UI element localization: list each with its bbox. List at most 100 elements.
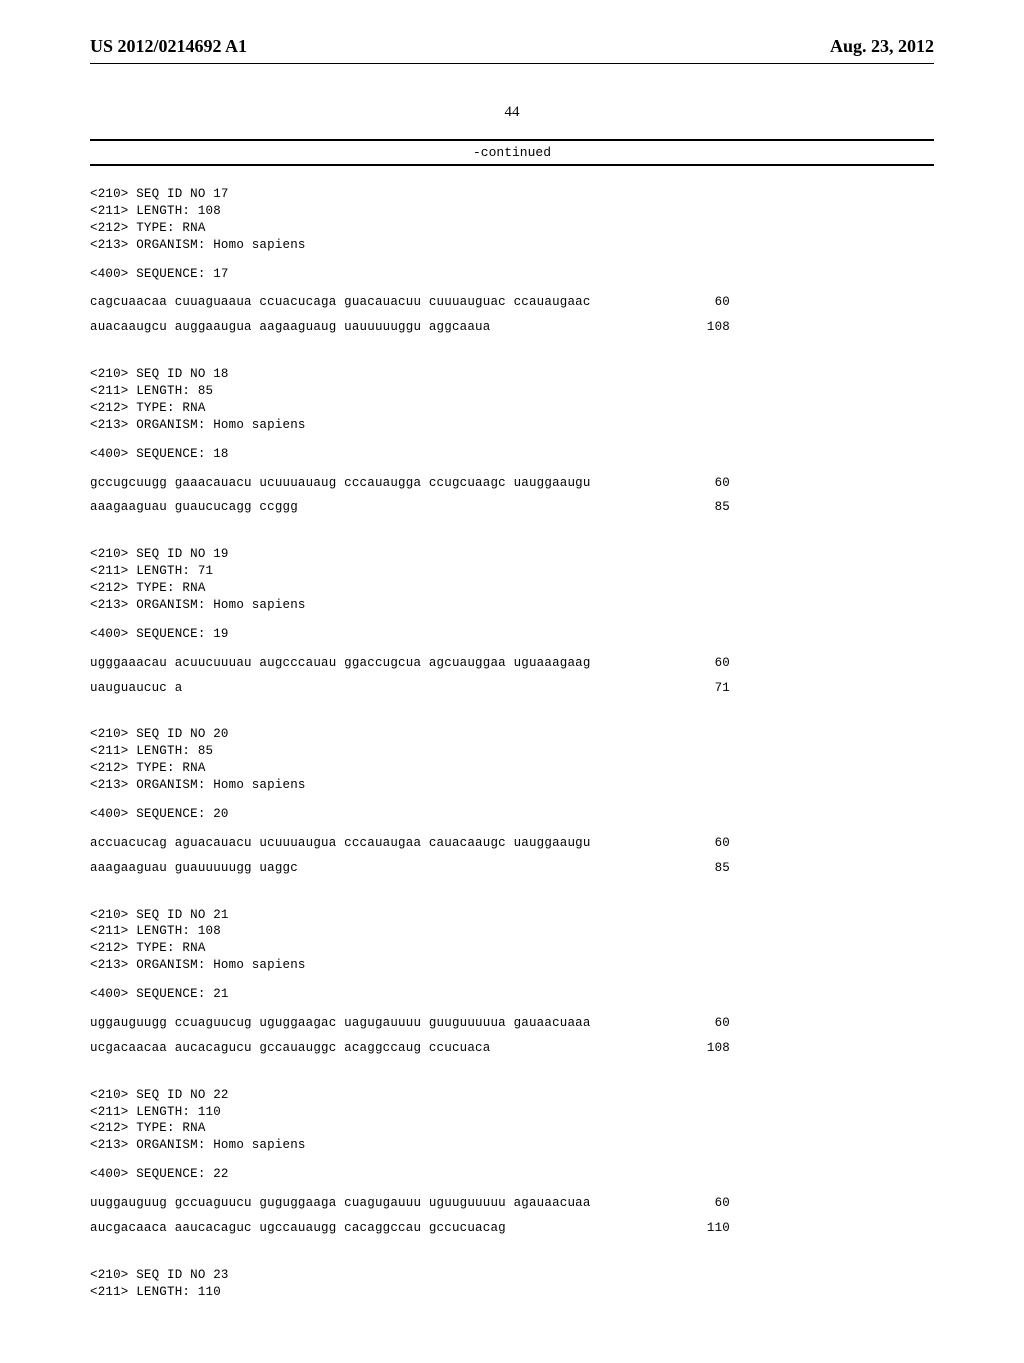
sequence-line: aaagaaguau guauuuuugg uaggc85: [90, 860, 730, 877]
sequence-meta: <210> SEQ ID NO 18<211> LENGTH: 85<212> …: [90, 366, 934, 434]
meta-line: <210> SEQ ID NO 19: [90, 546, 934, 563]
sequence-text: uuggauguug gccuaguucu guguggaaga cuaguga…: [90, 1195, 591, 1212]
header-rule: [90, 63, 934, 64]
sequence-line: cagcuaacaa cuuaguaaua ccuacucaga guacaua…: [90, 294, 730, 311]
meta-line: <211> LENGTH: 108: [90, 923, 934, 940]
line-gap: [90, 491, 934, 499]
line-gap: [90, 516, 934, 524]
sequence-text: aucgacaaca aaucacaguc ugccauaugg cacaggc…: [90, 1220, 506, 1237]
meta-line: <211> LENGTH: 110: [90, 1284, 934, 1301]
sequence-position: 108: [683, 1040, 730, 1057]
meta-line: <212> TYPE: RNA: [90, 940, 934, 957]
sequence-line: auacaaugcu auggaaugua aagaaguaug uauuuuu…: [90, 319, 730, 336]
sequence-entry: <210> SEQ ID NO 19<211> LENGTH: 71<212> …: [90, 546, 934, 704]
top-heavy-rule: [90, 139, 934, 141]
sequence-text: ucgacaacaa aucacagucu gccauauggc acaggcc…: [90, 1040, 490, 1057]
line-gap: [90, 696, 934, 704]
meta-line: <210> SEQ ID NO 22: [90, 1087, 934, 1104]
sequence-text: accuacucag aguacauacu ucuuuaugua cccauau…: [90, 835, 591, 852]
sequence-line: uauguaucuc a 71: [90, 680, 730, 697]
line-gap: [90, 336, 934, 344]
meta-line: <211> LENGTH: 85: [90, 383, 934, 400]
sequence-text: uauguaucuc a: [90, 680, 182, 697]
sequence-meta: <210> SEQ ID NO 20<211> LENGTH: 85<212> …: [90, 726, 934, 794]
sequence-line: uuggauguug gccuaguucu guguggaaga cuaguga…: [90, 1195, 730, 1212]
meta-line: <210> SEQ ID NO 20: [90, 726, 934, 743]
sequence-text: auacaaugcu auggaaugua aagaaguaug uauuuuu…: [90, 319, 490, 336]
meta-line: <212> TYPE: RNA: [90, 760, 934, 777]
sequence-meta: <210> SEQ ID NO 17<211> LENGTH: 108<212>…: [90, 186, 934, 254]
meta-line: <212> TYPE: RNA: [90, 400, 934, 417]
sequence-entry: <210> SEQ ID NO 18<211> LENGTH: 85<212> …: [90, 366, 934, 524]
sequence-text: ugggaaacau acuucuuuau augcccauau ggaccug…: [90, 655, 591, 672]
meta-line: <210> SEQ ID NO 21: [90, 907, 934, 924]
meta-line: <211> LENGTH: 85: [90, 743, 934, 760]
line-gap: [90, 1237, 934, 1245]
sequence-meta: <210> SEQ ID NO 21<211> LENGTH: 108<212>…: [90, 907, 934, 975]
sequence-text: aaagaaguau guaucucagg ccggg: [90, 499, 298, 516]
sequence-position: 60: [691, 1015, 730, 1032]
doc-number: US 2012/0214692 A1: [90, 36, 247, 57]
sequence-position: 85: [691, 499, 730, 516]
page-root: US 2012/0214692 A1 Aug. 23, 2012 44 -con…: [0, 0, 1024, 1363]
meta-line: <213> ORGANISM: Homo sapiens: [90, 957, 934, 974]
sequence-entry: <210> SEQ ID NO 23<211> LENGTH: 110: [90, 1267, 934, 1301]
meta-line: <213> ORGANISM: Homo sapiens: [90, 777, 934, 794]
sequence-line: ugggaaacau acuucuuuau augcccauau ggaccug…: [90, 655, 730, 672]
sequence-text: cagcuaacaa cuuaguaaua ccuacucaga guacaua…: [90, 294, 591, 311]
line-gap: [90, 852, 934, 860]
meta-line: <211> LENGTH: 108: [90, 203, 934, 220]
sequence-position: 71: [691, 680, 730, 697]
sequence-position: 60: [691, 1195, 730, 1212]
meta-line: <210> SEQ ID NO 18: [90, 366, 934, 383]
meta-line: <213> ORGANISM: Homo sapiens: [90, 597, 934, 614]
sequence-position: 85: [691, 860, 730, 877]
sequence-label: <400> SEQUENCE: 17: [90, 266, 934, 283]
sequence-meta: <210> SEQ ID NO 19<211> LENGTH: 71<212> …: [90, 546, 934, 614]
sequence-line: ucgacaacaa aucacagucu gccauauggc acaggcc…: [90, 1040, 730, 1057]
sequence-entry: <210> SEQ ID NO 22<211> LENGTH: 110<212>…: [90, 1087, 934, 1245]
sequence-meta: <210> SEQ ID NO 22<211> LENGTH: 110<212>…: [90, 1087, 934, 1155]
page-header: US 2012/0214692 A1 Aug. 23, 2012: [90, 36, 934, 57]
sequence-entry: <210> SEQ ID NO 17<211> LENGTH: 108<212>…: [90, 186, 934, 344]
line-gap: [90, 1032, 934, 1040]
sequence-position: 60: [691, 655, 730, 672]
sequence-line: uggauguugg ccuaguucug uguggaagac uagugau…: [90, 1015, 730, 1032]
line-gap: [90, 877, 934, 885]
sequence-label: <400> SEQUENCE: 18: [90, 446, 934, 463]
bottom-heavy-rule: [90, 164, 934, 166]
line-gap: [90, 672, 934, 680]
sequence-text: uggauguugg ccuaguucug uguggaagac uagugau…: [90, 1015, 591, 1032]
sequence-entry: <210> SEQ ID NO 20<211> LENGTH: 85<212> …: [90, 726, 934, 884]
sequence-line: gccugcuugg gaaacauacu ucuuuauaug cccauau…: [90, 475, 730, 492]
meta-line: <211> LENGTH: 71: [90, 563, 934, 580]
sequence-position: 110: [683, 1220, 730, 1237]
page-number: 44: [90, 104, 934, 121]
sequence-label: <400> SEQUENCE: 22: [90, 1166, 934, 1183]
meta-line: <213> ORGANISM: Homo sapiens: [90, 1137, 934, 1154]
line-gap: [90, 311, 934, 319]
sequence-label: <400> SEQUENCE: 19: [90, 626, 934, 643]
sequence-meta: <210> SEQ ID NO 23<211> LENGTH: 110: [90, 1267, 934, 1301]
line-gap: [90, 1212, 934, 1220]
meta-line: <211> LENGTH: 110: [90, 1104, 934, 1121]
sequence-label: <400> SEQUENCE: 21: [90, 986, 934, 1003]
meta-line: <213> ORGANISM: Homo sapiens: [90, 417, 934, 434]
sequence-position: 60: [691, 835, 730, 852]
meta-line: <212> TYPE: RNA: [90, 220, 934, 237]
meta-line: <210> SEQ ID NO 23: [90, 1267, 934, 1284]
sequence-label: <400> SEQUENCE: 20: [90, 806, 934, 823]
meta-line: <213> ORGANISM: Homo sapiens: [90, 237, 934, 254]
meta-line: <212> TYPE: RNA: [90, 1120, 934, 1137]
sequence-position: 60: [691, 475, 730, 492]
sequence-line: aaagaaguau guaucucagg ccggg 85: [90, 499, 730, 516]
sequence-position: 60: [691, 294, 730, 311]
sequence-text: gccugcuugg gaaacauacu ucuuuauaug cccauau…: [90, 475, 591, 492]
sequence-line: accuacucag aguacauacu ucuuuaugua cccauau…: [90, 835, 730, 852]
continued-label: -continued: [90, 145, 934, 160]
meta-line: <212> TYPE: RNA: [90, 580, 934, 597]
line-gap: [90, 1057, 934, 1065]
sequence-line: aucgacaaca aaucacaguc ugccauaugg cacaggc…: [90, 1220, 730, 1237]
meta-line: <210> SEQ ID NO 17: [90, 186, 934, 203]
sequence-position: 108: [683, 319, 730, 336]
